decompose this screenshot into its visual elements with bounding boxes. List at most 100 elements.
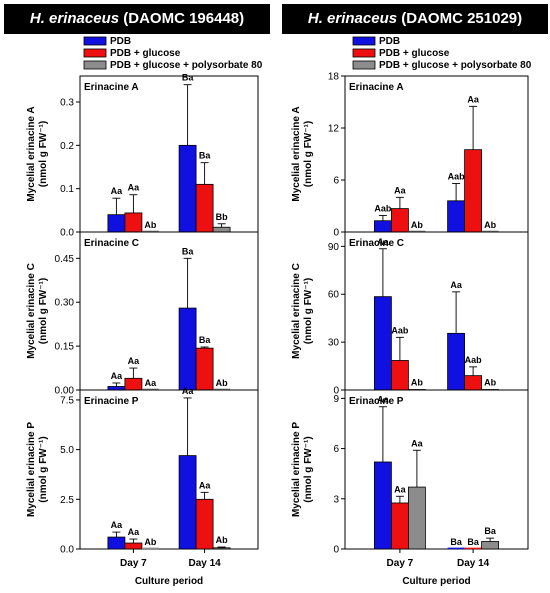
c1-p2-frame — [344, 389, 529, 550]
c0-p0-bar-0-0 — [107, 214, 126, 233]
c1-p0-sig-letter-0-1: Aa — [394, 185, 406, 195]
c0-p2-sig-letter-1-0: Aa — [182, 386, 194, 396]
c1-p0-bar-0-0 — [373, 220, 392, 233]
c1-p1-bar-0-0 — [373, 296, 392, 391]
c0-p0-ylabel-line2: (nmol g FW⁻¹) — [38, 121, 49, 187]
c1-p1-sig-letter-0-2: Ab — [411, 378, 423, 388]
legend-label-0-0: PDB — [110, 36, 131, 47]
c1-p2-bar-0-2 — [407, 486, 426, 550]
c0-p0-frame — [79, 75, 259, 233]
c0-p2-sig-letter-0-1: Aa — [128, 527, 140, 537]
c0-p1-sig-letter-1-2: Ab — [216, 378, 228, 388]
c1-p2-sig-letter-0-1: Aa — [394, 484, 406, 494]
c0-p2-sig-letter-1-2: Ab — [216, 535, 228, 545]
c0-p2-ytick-label: 0.0 — [60, 545, 74, 556]
c0-p2-bar-1-2 — [212, 547, 231, 550]
c0-p0-sig-letter-1-0: Ba — [182, 73, 194, 83]
c1-p2-bar-0-1 — [390, 502, 409, 550]
c0-p1-ytick-label: 0.30 — [55, 298, 75, 309]
c0-p1-ytick-label: 0.15 — [55, 342, 75, 353]
c1-p2-bar-1-2 — [481, 541, 500, 550]
c0-p1-ylabel-line2: (nmol g FW⁻¹) — [38, 278, 49, 344]
legend-swatch-0-1 — [83, 48, 107, 58]
c1-p0-ytick-label: 6 — [333, 176, 339, 187]
legend-swatch-1-2 — [352, 60, 376, 70]
c1-p1-ylabel-line1: Mycelial erinacine C — [291, 263, 302, 359]
c0-p1-sig-letter-0-0: Aa — [111, 371, 123, 381]
c1-p0-ytick-label: 12 — [328, 124, 340, 135]
c0-p2-bar-1-1 — [195, 498, 214, 550]
c0-p1-bar-1-0 — [178, 307, 197, 391]
c1-p1-ytick-label: 30 — [328, 338, 340, 349]
c0-p0-ytick-label: 0.0 — [60, 228, 74, 239]
right-column-title: H. erinaceus (DAOMC 251029) — [282, 4, 548, 34]
c1-p1-ytick-label: 0 — [333, 386, 339, 397]
c0-p0-ytick-label: 0.1 — [60, 184, 74, 195]
c1-p2-sig-letter-1-2: Ba — [484, 526, 496, 536]
c0-p2-frame — [79, 389, 259, 550]
c1-p1-sig-letter-0-1: Aab — [391, 325, 409, 335]
legend-swatch-0-0 — [83, 36, 107, 46]
c0-p1-frame — [79, 231, 259, 391]
c0-p0-sig-letter-0-0: Aa — [111, 186, 123, 196]
c1-p0-panel-title: Erinacine A — [349, 82, 404, 93]
c0-p2-ylabel-line1: Mycelial erinacine P — [26, 422, 37, 517]
c0-p2-sig-letter-0-2: Ab — [144, 537, 156, 547]
c0-p0-ytick-label: 0.2 — [60, 141, 74, 152]
c1-p2-xtick-label: Day 14 — [457, 558, 490, 569]
c1-p1-sig-letter-1-1: Aab — [465, 355, 483, 365]
c1-p2-xtick-label: Day 7 — [387, 558, 414, 569]
c1-p2-sig-letter-1-1: Ba — [467, 537, 479, 547]
c1-p1-frame — [344, 231, 529, 391]
c0-p0-bar-1-1 — [195, 183, 214, 233]
c1-p0-sig-letter-1-1: Aa — [467, 94, 479, 104]
c0-p2-ytick-label: 5.0 — [60, 445, 74, 456]
c1-p1-bar-0-1 — [390, 360, 409, 391]
c0-p2-ytick-label: 2.5 — [60, 495, 74, 506]
x-axis-title-0: Culture period — [135, 576, 203, 587]
c1-p0-sig-letter-1-0: Aab — [448, 171, 466, 181]
legend-swatch-1-1 — [352, 48, 376, 58]
c1-p2-ylabel-line1: Mycelial erinacine P — [291, 422, 302, 517]
c0-p0-ylabel-line1: Mycelial erinacine A — [26, 106, 37, 201]
c0-p1-bar-0-0 — [107, 386, 126, 391]
c0-p2-xtick-label: Day 14 — [188, 558, 221, 569]
right-title-species: H. erinaceus — [307, 10, 398, 27]
x-axis-title-1: Culture period — [402, 576, 470, 587]
c1-p1-ytick-label: 60 — [328, 290, 340, 301]
c0-p0-sig-letter-0-1: Aa — [128, 183, 140, 193]
c1-p0-ytick-label: 18 — [328, 72, 340, 83]
c1-p1-sig-letter-1-0: Aa — [450, 280, 462, 290]
c1-p0-sig-letter-0-2: Ab — [411, 220, 423, 230]
left-title-species: H. erinaceus — [29, 10, 120, 27]
c0-p0-bar-1-0 — [178, 144, 197, 233]
c1-p0-ylabel-line2: (nmol g FW⁻¹) — [303, 121, 314, 187]
legend-label-1-1: PDB + glucose — [379, 48, 450, 59]
c1-p2-ytick-label: 0 — [333, 545, 339, 556]
c0-p0-sig-letter-0-2: Ab — [144, 220, 156, 230]
c1-p0-sig-letter-1-2: Ab — [484, 220, 496, 230]
c0-p0-sig-letter-1-2: Bb — [216, 212, 228, 222]
c1-p2-sig-letter-1-0: Ba — [450, 537, 462, 547]
c1-p1-ytick-label: 90 — [328, 242, 340, 253]
c0-p0-bar-0-1 — [124, 212, 143, 233]
c0-p0-panel-title: Erinacine A — [84, 82, 139, 93]
c0-p1-ytick-label: 0.00 — [55, 386, 75, 397]
c0-p1-ylabel-line1: Mycelial erinacine C — [26, 263, 37, 359]
c0-p2-sig-letter-1-1: Aa — [199, 480, 211, 490]
c0-p2-sig-letter-0-0: Aa — [111, 520, 123, 530]
c1-p0-ylabel-line1: Mycelial erinacine A — [291, 106, 302, 201]
c1-p2-sig-letter-0-0: Aa — [377, 395, 389, 405]
c1-p1-sig-letter-1-2: Ab — [484, 378, 496, 388]
c0-p2-ytick-label: 7.5 — [60, 395, 74, 406]
c0-p2-bar-1-0 — [178, 455, 197, 550]
legend-swatch-1-0 — [352, 36, 376, 46]
c1-p2-bar-0-0 — [373, 461, 392, 550]
c1-p1-panel-title: Erinacine C — [349, 238, 404, 249]
legend-label-1-2: PDB + glucose + polysorbate 80 — [379, 60, 532, 71]
c0-p2-panel-title: Erinacine P — [84, 396, 139, 407]
c1-p1-sig-letter-0-0: Aa — [377, 237, 389, 247]
c1-p0-bar-0-1 — [390, 208, 409, 233]
